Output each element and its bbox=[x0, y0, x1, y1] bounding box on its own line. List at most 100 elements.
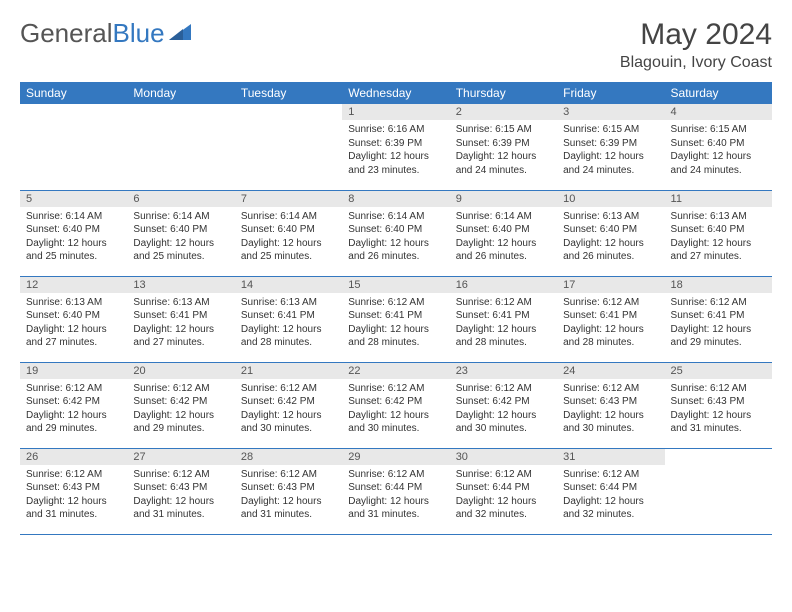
sunset-text: Sunset: 6:40 PM bbox=[563, 223, 658, 237]
day-number: 29 bbox=[342, 449, 449, 465]
day-number: 20 bbox=[127, 363, 234, 379]
calendar-cell: 11Sunrise: 6:13 AMSunset: 6:40 PMDayligh… bbox=[665, 190, 772, 276]
sunrise-text: Sunrise: 6:12 AM bbox=[348, 296, 443, 310]
weekday-header: Saturday bbox=[665, 82, 772, 104]
day-details: Sunrise: 6:12 AMSunset: 6:42 PMDaylight:… bbox=[342, 379, 449, 440]
weekday-header: Thursday bbox=[450, 82, 557, 104]
day-number: 8 bbox=[342, 191, 449, 207]
sunset-text: Sunset: 6:42 PM bbox=[133, 395, 228, 409]
day-number: 18 bbox=[665, 277, 772, 293]
sunrise-text: Sunrise: 6:13 AM bbox=[671, 210, 766, 224]
daylight-text: Daylight: 12 hours and 30 minutes. bbox=[563, 409, 658, 436]
calendar-cell: 14Sunrise: 6:13 AMSunset: 6:41 PMDayligh… bbox=[235, 276, 342, 362]
calendar-cell bbox=[20, 104, 127, 190]
daylight-text: Daylight: 12 hours and 25 minutes. bbox=[26, 237, 121, 264]
day-number: 4 bbox=[665, 104, 772, 120]
sunset-text: Sunset: 6:40 PM bbox=[241, 223, 336, 237]
daylight-text: Daylight: 12 hours and 30 minutes. bbox=[348, 409, 443, 436]
day-details: Sunrise: 6:12 AMSunset: 6:42 PMDaylight:… bbox=[235, 379, 342, 440]
day-number: 28 bbox=[235, 449, 342, 465]
sunrise-text: Sunrise: 6:13 AM bbox=[241, 296, 336, 310]
day-number: 15 bbox=[342, 277, 449, 293]
sunrise-text: Sunrise: 6:12 AM bbox=[671, 296, 766, 310]
day-details: Sunrise: 6:15 AMSunset: 6:39 PMDaylight:… bbox=[557, 120, 664, 181]
month-title: May 2024 bbox=[620, 18, 772, 52]
daylight-text: Daylight: 12 hours and 31 minutes. bbox=[26, 495, 121, 522]
sunset-text: Sunset: 6:43 PM bbox=[671, 395, 766, 409]
sunset-text: Sunset: 6:40 PM bbox=[26, 309, 121, 323]
sunset-text: Sunset: 6:40 PM bbox=[456, 223, 551, 237]
sunset-text: Sunset: 6:41 PM bbox=[563, 309, 658, 323]
sunset-text: Sunset: 6:41 PM bbox=[671, 309, 766, 323]
sunset-text: Sunset: 6:42 PM bbox=[456, 395, 551, 409]
day-number: 2 bbox=[450, 104, 557, 120]
day-number: 27 bbox=[127, 449, 234, 465]
calendar-cell: 25Sunrise: 6:12 AMSunset: 6:43 PMDayligh… bbox=[665, 362, 772, 448]
day-number: 21 bbox=[235, 363, 342, 379]
day-number: 7 bbox=[235, 191, 342, 207]
sunset-text: Sunset: 6:42 PM bbox=[241, 395, 336, 409]
day-number bbox=[20, 104, 127, 108]
calendar-row: 19Sunrise: 6:12 AMSunset: 6:42 PMDayligh… bbox=[20, 362, 772, 448]
weekday-header: Sunday bbox=[20, 82, 127, 104]
calendar-cell: 18Sunrise: 6:12 AMSunset: 6:41 PMDayligh… bbox=[665, 276, 772, 362]
day-details: Sunrise: 6:12 AMSunset: 6:43 PMDaylight:… bbox=[665, 379, 772, 440]
calendar-cell: 26Sunrise: 6:12 AMSunset: 6:43 PMDayligh… bbox=[20, 448, 127, 534]
sunset-text: Sunset: 6:40 PM bbox=[26, 223, 121, 237]
sunrise-text: Sunrise: 6:12 AM bbox=[348, 382, 443, 396]
daylight-text: Daylight: 12 hours and 26 minutes. bbox=[563, 237, 658, 264]
day-details: Sunrise: 6:14 AMSunset: 6:40 PMDaylight:… bbox=[342, 207, 449, 268]
calendar-cell: 1Sunrise: 6:16 AMSunset: 6:39 PMDaylight… bbox=[342, 104, 449, 190]
day-details: Sunrise: 6:14 AMSunset: 6:40 PMDaylight:… bbox=[127, 207, 234, 268]
day-details: Sunrise: 6:15 AMSunset: 6:39 PMDaylight:… bbox=[450, 120, 557, 181]
sunset-text: Sunset: 6:41 PM bbox=[133, 309, 228, 323]
daylight-text: Daylight: 12 hours and 29 minutes. bbox=[133, 409, 228, 436]
calendar-cell: 8Sunrise: 6:14 AMSunset: 6:40 PMDaylight… bbox=[342, 190, 449, 276]
day-details: Sunrise: 6:13 AMSunset: 6:41 PMDaylight:… bbox=[127, 293, 234, 354]
daylight-text: Daylight: 12 hours and 28 minutes. bbox=[241, 323, 336, 350]
daylight-text: Daylight: 12 hours and 28 minutes. bbox=[456, 323, 551, 350]
calendar-row: 26Sunrise: 6:12 AMSunset: 6:43 PMDayligh… bbox=[20, 448, 772, 534]
sunset-text: Sunset: 6:43 PM bbox=[26, 481, 121, 495]
calendar-cell: 12Sunrise: 6:13 AMSunset: 6:40 PMDayligh… bbox=[20, 276, 127, 362]
calendar-cell: 19Sunrise: 6:12 AMSunset: 6:42 PMDayligh… bbox=[20, 362, 127, 448]
daylight-text: Daylight: 12 hours and 30 minutes. bbox=[456, 409, 551, 436]
weekday-header: Wednesday bbox=[342, 82, 449, 104]
day-number: 24 bbox=[557, 363, 664, 379]
sunset-text: Sunset: 6:42 PM bbox=[348, 395, 443, 409]
calendar-row: 12Sunrise: 6:13 AMSunset: 6:40 PMDayligh… bbox=[20, 276, 772, 362]
weekday-header-row: Sunday Monday Tuesday Wednesday Thursday… bbox=[20, 82, 772, 104]
sunrise-text: Sunrise: 6:14 AM bbox=[456, 210, 551, 224]
logo: GeneralBlue bbox=[20, 18, 191, 49]
logo-triangle-icon bbox=[169, 22, 191, 45]
daylight-text: Daylight: 12 hours and 31 minutes. bbox=[671, 409, 766, 436]
calendar-cell: 20Sunrise: 6:12 AMSunset: 6:42 PMDayligh… bbox=[127, 362, 234, 448]
day-details: Sunrise: 6:12 AMSunset: 6:42 PMDaylight:… bbox=[20, 379, 127, 440]
sunset-text: Sunset: 6:40 PM bbox=[671, 223, 766, 237]
calendar-table: Sunday Monday Tuesday Wednesday Thursday… bbox=[20, 82, 772, 535]
logo-part1: General bbox=[20, 18, 113, 48]
daylight-text: Daylight: 12 hours and 26 minutes. bbox=[456, 237, 551, 264]
sunrise-text: Sunrise: 6:16 AM bbox=[348, 123, 443, 137]
sunset-text: Sunset: 6:41 PM bbox=[241, 309, 336, 323]
sunset-text: Sunset: 6:40 PM bbox=[348, 223, 443, 237]
sunset-text: Sunset: 6:39 PM bbox=[456, 137, 551, 151]
daylight-text: Daylight: 12 hours and 23 minutes. bbox=[348, 150, 443, 177]
sunset-text: Sunset: 6:44 PM bbox=[563, 481, 658, 495]
daylight-text: Daylight: 12 hours and 24 minutes. bbox=[671, 150, 766, 177]
daylight-text: Daylight: 12 hours and 27 minutes. bbox=[26, 323, 121, 350]
day-details: Sunrise: 6:12 AMSunset: 6:42 PMDaylight:… bbox=[450, 379, 557, 440]
sunrise-text: Sunrise: 6:12 AM bbox=[241, 382, 336, 396]
daylight-text: Daylight: 12 hours and 32 minutes. bbox=[456, 495, 551, 522]
calendar-cell: 7Sunrise: 6:14 AMSunset: 6:40 PMDaylight… bbox=[235, 190, 342, 276]
daylight-text: Daylight: 12 hours and 29 minutes. bbox=[26, 409, 121, 436]
day-details: Sunrise: 6:12 AMSunset: 6:41 PMDaylight:… bbox=[342, 293, 449, 354]
day-number: 1 bbox=[342, 104, 449, 120]
daylight-text: Daylight: 12 hours and 30 minutes. bbox=[241, 409, 336, 436]
day-details: Sunrise: 6:12 AMSunset: 6:44 PMDaylight:… bbox=[342, 465, 449, 526]
weekday-header: Monday bbox=[127, 82, 234, 104]
sunrise-text: Sunrise: 6:12 AM bbox=[563, 296, 658, 310]
day-details: Sunrise: 6:13 AMSunset: 6:40 PMDaylight:… bbox=[665, 207, 772, 268]
sunrise-text: Sunrise: 6:12 AM bbox=[26, 382, 121, 396]
sunrise-text: Sunrise: 6:13 AM bbox=[133, 296, 228, 310]
